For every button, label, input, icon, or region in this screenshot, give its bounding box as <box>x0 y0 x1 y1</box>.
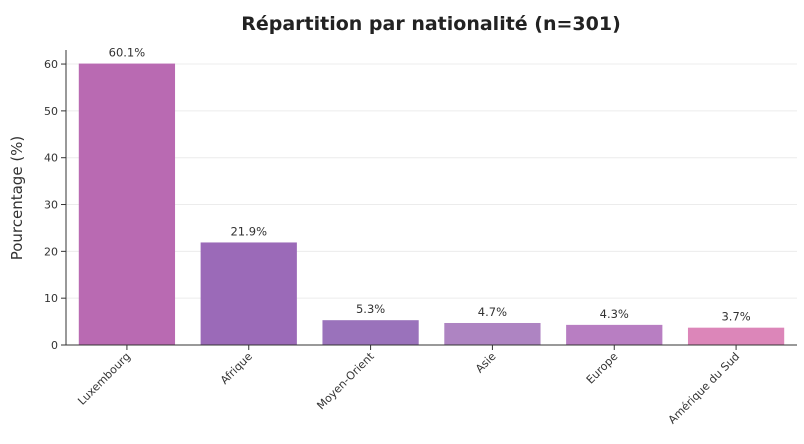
y-tick-label: 20 <box>44 245 58 258</box>
axis-layer <box>65 50 797 346</box>
bar <box>200 242 297 345</box>
y-tick-label: 40 <box>44 152 58 165</box>
x-tick-label: Afrique <box>218 350 255 387</box>
bar <box>687 327 785 345</box>
grid-layer <box>66 63 797 299</box>
data-label: 4.3% <box>600 307 629 321</box>
data-label: 4.7% <box>478 305 507 319</box>
y-tick-label: 50 <box>44 105 58 118</box>
bar <box>78 63 176 345</box>
y-tick-label: 0 <box>51 339 58 352</box>
chart-title: Répartition par nationalité (n=301) <box>241 13 621 35</box>
x-tick-label: Amérique du Sud <box>666 350 743 427</box>
y-tick-label: 10 <box>44 292 58 305</box>
y-tick-label: 30 <box>44 199 58 212</box>
y-tick-layer: 0 10 20 30 40 50 60 <box>44 58 66 352</box>
x-tick-label: Asie <box>473 350 499 376</box>
bar <box>566 324 663 345</box>
bar <box>322 320 419 345</box>
x-tick-label: Moyen-Orient <box>314 349 377 412</box>
y-tick-label: 60 <box>44 58 58 71</box>
data-label: 21.9% <box>230 224 267 238</box>
x-tick-label: Luxembourg <box>75 350 133 408</box>
x-tick-label: Europe <box>584 350 621 387</box>
bar-layer <box>78 63 785 345</box>
data-label: 3.7% <box>721 310 750 324</box>
data-label-layer: 60.1% 21.9% 5.3% 4.7% 4.3% 3.7% <box>109 46 751 324</box>
data-label: 5.3% <box>356 302 385 316</box>
bar <box>444 322 541 345</box>
x-tick-layer: Luxembourg Afrique Moyen-Orient Asie Europe A… <box>75 345 742 426</box>
data-label: 60.1% <box>109 46 146 60</box>
y-axis-label: Pourcentage (%) <box>8 136 26 261</box>
